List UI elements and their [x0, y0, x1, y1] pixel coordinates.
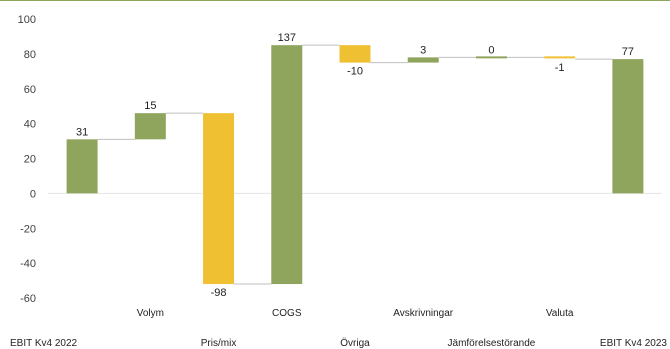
bar-övriga — [339, 45, 371, 63]
x-category-label: Avskrivningar — [393, 308, 454, 319]
x-category-label: EBIT Kv4 2023 — [600, 338, 668, 349]
x-category-label: Jämförelsestörande — [448, 338, 536, 349]
x-axis: EBIT Kv4 2022 Volym Pris/mix COGS Övriga Avsk… — [10, 308, 667, 349]
y-tick-label: -40 — [20, 258, 36, 270]
x-category-label: COGS — [272, 308, 302, 319]
bar-pris-mix — [203, 113, 235, 285]
bar-volym — [134, 113, 166, 140]
y-tick-label: 40 — [24, 119, 36, 131]
data-label: -98 — [211, 287, 227, 299]
bar-jämförelsestörande — [475, 56, 507, 59]
bar-ebit-kv4-2022 — [66, 139, 98, 194]
bar-valuta — [544, 56, 576, 59]
data-label: 77 — [622, 46, 634, 58]
data-label: 15 — [144, 100, 156, 112]
bars — [66, 45, 644, 285]
data-label: 31 — [76, 126, 88, 138]
y-tick-label: 80 — [24, 49, 36, 61]
y-axis: 100 80 60 40 20 0 -20 -40 -60 — [18, 14, 36, 305]
data-label: -10 — [347, 66, 363, 78]
data-label: 137 — [278, 32, 296, 44]
x-category-label: EBIT Kv4 2022 — [10, 338, 78, 349]
x-category-label: Pris/mix — [201, 338, 237, 349]
y-tick-label: -20 — [20, 223, 36, 235]
bar-cogs — [271, 45, 303, 285]
bar-avskrivningar — [407, 57, 439, 63]
x-category-label: Övriga — [340, 337, 370, 349]
data-label: 0 — [488, 44, 494, 56]
data-labels: 31 15 -98 137 -10 3 0 -1 77 — [76, 32, 634, 299]
y-tick-label: 100 — [18, 14, 36, 26]
x-category-label: Valuta — [546, 308, 574, 319]
data-label: 3 — [420, 44, 426, 56]
y-tick-label: 0 — [30, 188, 36, 200]
connector-lines — [97, 44, 613, 285]
y-tick-label: 20 — [24, 154, 36, 166]
y-tick-label: -60 — [20, 293, 36, 305]
data-label: -1 — [555, 62, 565, 74]
x-category-label: Volym — [137, 308, 164, 319]
bar-ebit-kv4-2023 — [612, 59, 644, 194]
y-tick-label: 60 — [24, 84, 36, 96]
